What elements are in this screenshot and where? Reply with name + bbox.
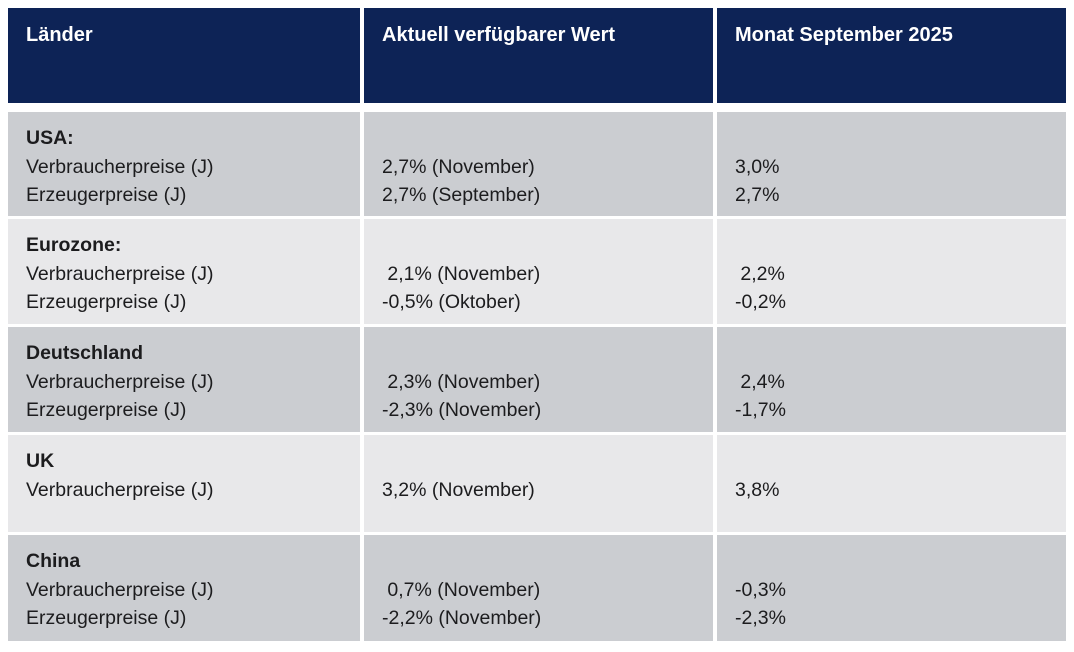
country-name: UK	[26, 450, 55, 472]
september-value-cell: 3,0% 2,7%	[717, 112, 1066, 216]
header-label: Monat September 2025	[735, 24, 953, 46]
table-row-uk: UK Verbraucherpreise (J) 3,2% (November)…	[8, 435, 1066, 532]
metric-label: Verbraucherpreise (J)	[26, 578, 214, 601]
spacer-line	[382, 339, 703, 368]
september-value: -0,2%	[735, 291, 786, 313]
current-value: -2,2% (November)	[382, 607, 542, 629]
current-value: -0,5% (Oktober)	[382, 291, 521, 313]
current-value: 0,7% (November)	[382, 578, 541, 601]
current-value: 2,3% (November)	[382, 370, 541, 393]
current-value: 2,1% (November)	[382, 262, 541, 285]
current-value: -2,3% (November)	[382, 399, 542, 421]
metric-label: Erzeugerpreise (J)	[26, 607, 187, 629]
metric-label: Verbraucherpreise (J)	[26, 478, 214, 501]
september-value: 2,2%	[735, 262, 785, 285]
country-name: Deutschland	[26, 342, 144, 364]
spacer-line	[735, 547, 1056, 576]
september-value-cell: 2,4% -1,7%	[717, 327, 1066, 432]
spacer-line	[382, 231, 703, 260]
september-value: 2,4%	[735, 370, 785, 393]
country-cell: USA: Verbraucherpreise (J) Erzeugerpreis…	[8, 112, 360, 216]
country-cell: Deutschland Verbraucherpreise (J) Erzeug…	[8, 327, 360, 432]
metric-label: Erzeugerpreise (J)	[26, 184, 187, 206]
september-value: -2,3%	[735, 607, 786, 629]
spacer-line	[382, 124, 703, 153]
september-value: 3,0%	[735, 155, 780, 178]
current-value-cell: 0,7% (November) -2,2% (November)	[364, 535, 713, 641]
country-cell: Eurozone: Verbraucherpreise (J) Erzeuger…	[8, 219, 360, 324]
table-row-eurozone: Eurozone: Verbraucherpreise (J) Erzeuger…	[8, 219, 1066, 324]
table-header-row: Länder Aktuell verfügbarer Wert Monat Se…	[8, 8, 1066, 103]
spacer-line	[735, 447, 1056, 476]
current-value: 2,7% (November)	[382, 155, 535, 178]
spacer-line	[382, 547, 703, 576]
september-value-cell: 2,2% -0,2%	[717, 219, 1066, 324]
spacer-line	[735, 339, 1056, 368]
table-row-usa: USA: Verbraucherpreise (J) Erzeugerpreis…	[8, 112, 1066, 216]
current-value: 2,7% (September)	[382, 184, 541, 206]
spacer-line	[735, 231, 1056, 260]
metric-label: Verbraucherpreise (J)	[26, 262, 214, 285]
table-row-deutschland: Deutschland Verbraucherpreise (J) Erzeug…	[8, 327, 1066, 432]
current-value-cell: 2,1% (November) -0,5% (Oktober)	[364, 219, 713, 324]
metric-label: Verbraucherpreise (J)	[26, 155, 214, 178]
metric-label: Verbraucherpreise (J)	[26, 370, 214, 393]
country-name: Eurozone:	[26, 234, 122, 256]
spacer-line	[735, 124, 1056, 153]
september-value: -0,3%	[735, 578, 786, 601]
september-value: -1,7%	[735, 399, 786, 421]
september-value: 3,8%	[735, 478, 780, 501]
header-label: Länder	[26, 24, 93, 46]
spacer-line	[382, 447, 703, 476]
header-cell-current-value: Aktuell verfügbarer Wert	[364, 8, 713, 103]
header-label: Aktuell verfügbarer Wert	[382, 24, 616, 46]
current-value-cell: 2,3% (November) -2,3% (November)	[364, 327, 713, 432]
current-value-cell: 2,7% (November) 2,7% (September)	[364, 112, 713, 216]
country-name: USA:	[26, 127, 74, 149]
country-name: China	[26, 550, 81, 572]
header-cell-laender: Länder	[8, 8, 360, 103]
country-cell: China Verbraucherpreise (J) Erzeugerprei…	[8, 535, 360, 641]
header-cell-september: Monat September 2025	[717, 8, 1066, 103]
current-value-cell: 3,2% (November)	[364, 435, 713, 532]
metric-label: Erzeugerpreise (J)	[26, 399, 187, 421]
september-value: 2,7%	[735, 184, 780, 206]
metric-label: Erzeugerpreise (J)	[26, 291, 187, 313]
september-value-cell: -0,3% -2,3%	[717, 535, 1066, 641]
current-value: 3,2% (November)	[382, 478, 535, 501]
september-value-cell: 3,8%	[717, 435, 1066, 532]
table-row-china: China Verbraucherpreise (J) Erzeugerprei…	[8, 535, 1066, 641]
country-cell: UK Verbraucherpreise (J)	[8, 435, 360, 532]
